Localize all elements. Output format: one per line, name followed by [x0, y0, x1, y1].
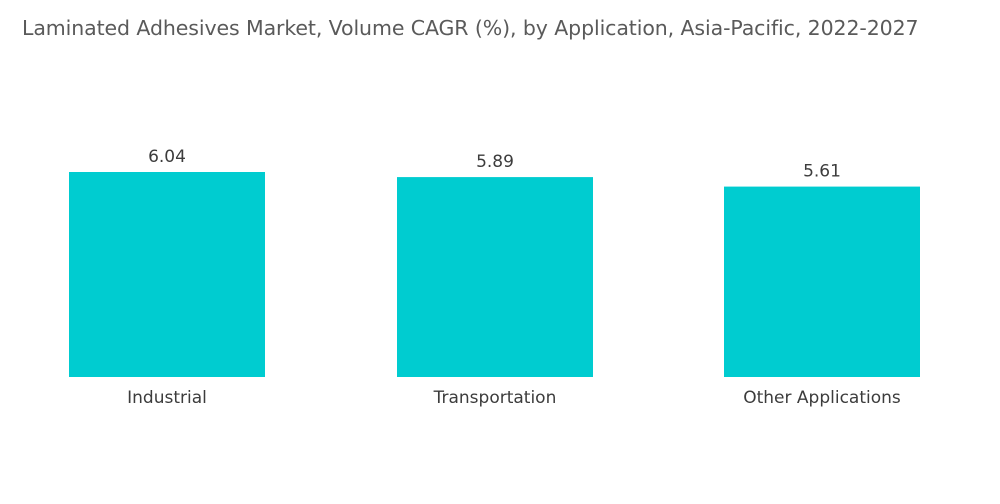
- value-label-other-applications: 5.61: [803, 162, 841, 182]
- category-label-other-applications: Other Applications: [743, 388, 901, 408]
- bars-layer: [69, 172, 920, 377]
- category-labels-layer: Industrial Transportation Other Applicatio…: [127, 388, 901, 408]
- value-label-industrial: 6.04: [148, 147, 186, 167]
- value-labels-layer: 6.04 5.89 5.61: [148, 147, 841, 182]
- bar-other-applications: [724, 186, 920, 377]
- bar-industrial: [69, 172, 265, 377]
- category-label-transportation: Transportation: [433, 388, 557, 408]
- bar-transportation: [397, 177, 593, 377]
- category-label-industrial: Industrial: [127, 388, 207, 408]
- chart-title: Laminated Adhesives Market, Volume CAGR …: [22, 16, 919, 40]
- value-label-transportation: 5.89: [476, 152, 514, 172]
